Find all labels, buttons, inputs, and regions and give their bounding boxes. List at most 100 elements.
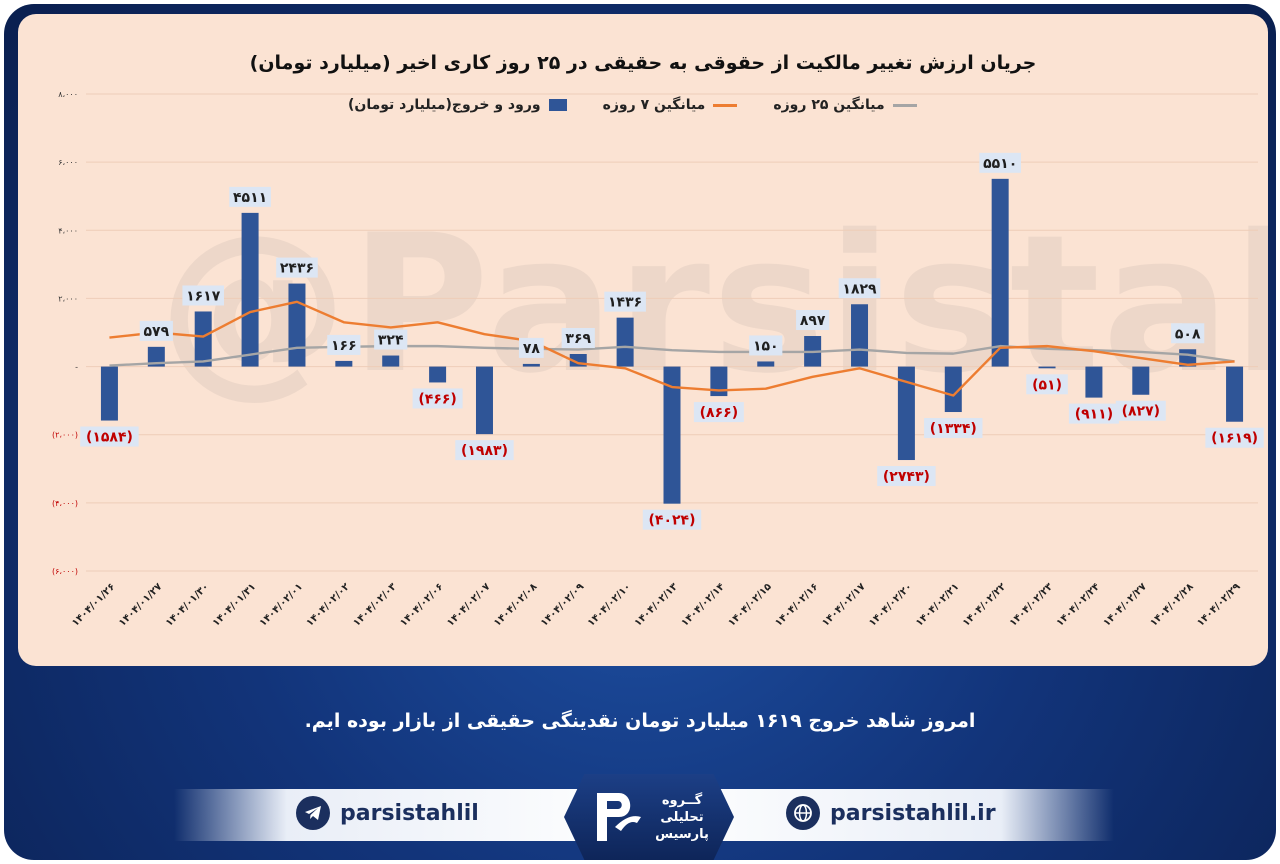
data-label: ۱۶۱۷ xyxy=(186,288,221,304)
data-label-box xyxy=(924,418,983,439)
x-tick-label: ۱۴۰۴/۰۲/۲۴ xyxy=(1055,581,1102,628)
x-tick-label: ۱۴۰۴/۰۲/۲۰ xyxy=(867,581,914,628)
data-label: ۸۹۷ xyxy=(800,313,826,329)
x-tick-label: ۱۴۰۴/۰۱/۲۷ xyxy=(117,581,164,628)
telegram-handle: parsistahlil xyxy=(340,800,479,826)
x-tick-label: ۱۴۰۴/۰۲/۲۳ xyxy=(1008,581,1055,628)
bar xyxy=(241,212,259,367)
y-tick-label: ۸،۰۰۰ xyxy=(58,90,78,99)
legend-swatch-ma7 xyxy=(713,103,738,107)
chart-legend: ورود و خروج(میلیارد تومان) میانگین ۷ روز… xyxy=(348,94,988,116)
data-label: (۸۲۷) xyxy=(1122,404,1160,420)
legend-item-ma25: میانگین ۲۵ روزه xyxy=(773,94,917,116)
bar xyxy=(194,311,212,367)
data-label: ۳۲۴ xyxy=(378,333,404,349)
x-tick-label: ۱۴۰۴/۰۲/۰۱ xyxy=(258,581,305,628)
data-label-box xyxy=(749,335,783,356)
legend-item-ma7: میانگین ۷ روزه xyxy=(603,94,738,116)
data-label-box xyxy=(1205,427,1264,448)
bar xyxy=(147,346,165,367)
x-tick-label: ۱۴۰۴/۰۱/۲۶ xyxy=(70,581,117,628)
bar xyxy=(288,283,306,367)
bar xyxy=(991,178,1009,367)
data-label: (۱۹۸۳) xyxy=(461,443,508,459)
x-tick-label: ۱۴۰۴/۰۲/۰۹ xyxy=(539,581,586,628)
y-tick-label: (۴،۰۰۰) xyxy=(52,499,78,508)
bar xyxy=(100,366,118,421)
bar xyxy=(1085,366,1103,398)
telegram-link[interactable]: parsistahlil xyxy=(296,796,479,830)
bar xyxy=(429,366,447,383)
data-label-box xyxy=(877,466,936,487)
data-label-box xyxy=(1171,323,1205,344)
bar xyxy=(522,363,540,367)
website-link[interactable]: parsistahlil.ir xyxy=(786,796,996,830)
legend-swatch-ma25 xyxy=(892,103,917,107)
legend-item-bar: ورود و خروج(میلیارد تومان) xyxy=(348,94,567,116)
data-label: ۱۵۰ xyxy=(753,338,779,354)
data-label: ۱۶۶ xyxy=(331,338,357,354)
chart-title: جریان ارزش تغییر مالکیت از حقوقی به حقیق… xyxy=(249,52,1037,74)
data-label-box xyxy=(796,310,830,331)
x-tick-label: ۱۴۰۴/۰۲/۱۵ xyxy=(726,581,773,628)
legend-label-ma25: میانگین ۲۵ روزه xyxy=(773,97,885,113)
y-tick-label: (۲،۰۰۰) xyxy=(52,431,78,440)
data-label-box xyxy=(604,291,646,312)
bar xyxy=(1226,366,1244,422)
data-label-box xyxy=(838,278,881,299)
data-label-box xyxy=(412,388,463,409)
data-label-box xyxy=(642,509,702,530)
logo-text: گــروه تحلیلی پارسیس xyxy=(655,792,709,843)
data-label: ۷۸ xyxy=(523,341,541,357)
data-label: (۲۷۴۳) xyxy=(883,469,930,485)
bar xyxy=(757,361,775,367)
bar xyxy=(616,317,634,367)
data-label: (۹۱۱) xyxy=(1075,407,1113,423)
data-label: (۵۱) xyxy=(1032,377,1062,393)
data-label: (۱۶۱۹) xyxy=(1211,431,1258,447)
chart-panel: @Parsistahlil جریان ارزش تغییر مالکیت از… xyxy=(18,14,1268,666)
brand-logo: گــروه تحلیلی پارسیس xyxy=(564,774,734,860)
data-label-box xyxy=(455,440,514,461)
bar xyxy=(382,355,400,367)
data-label-box xyxy=(1115,400,1166,421)
x-tick-label: ۱۴۰۴/۰۲/۰۷ xyxy=(445,581,492,628)
series-line-ma7 xyxy=(109,300,1235,397)
data-label: ۵۵۱۰ xyxy=(983,156,1017,172)
y-tick-label: ۲،۰۰۰ xyxy=(58,294,78,303)
bar xyxy=(851,304,869,367)
x-tick-label: ۱۴۰۴/۰۲/۰۶ xyxy=(398,581,445,628)
x-tick-label: ۱۴۰۴/۰۲/۲۷ xyxy=(1101,581,1148,628)
x-tick-label: ۱۴۰۴/۰۲/۱۷ xyxy=(820,581,867,628)
data-label: (۴۰۲۴) xyxy=(649,513,696,529)
series-line-ma25 xyxy=(109,344,1235,367)
data-label-box xyxy=(1026,374,1068,395)
x-tick-label: ۱۴۰۴/۰۲/۰۳ xyxy=(351,581,398,628)
data-label-box xyxy=(80,426,139,447)
footer-note: امروز شاهد خروج ۱۶۱۹ میلیارد تومان نقدین… xyxy=(304,710,976,732)
data-label: ۳۶۹ xyxy=(565,331,591,347)
bar xyxy=(710,366,728,397)
x-tick-label: ۱۴۰۴/۰۱/۳۰ xyxy=(164,581,211,628)
legend-swatch-bar xyxy=(548,99,567,111)
bar xyxy=(897,366,915,461)
x-tick-label: ۱۴۰۴/۰۲/۲۲ xyxy=(961,581,1008,628)
x-tick-label: ۱۴۰۴/۰۲/۲۹ xyxy=(1195,581,1242,628)
data-label: ۴۵۱۱ xyxy=(233,190,267,206)
legend-label-bar: ورود و خروج(میلیارد تومان) xyxy=(348,97,541,113)
x-tick-label: ۱۴۰۴/۰۲/۲۸ xyxy=(1148,581,1195,628)
x-tick-label: ۱۴۰۴/۰۲/۱۴ xyxy=(680,581,727,628)
x-tick-label: ۱۴۰۴/۰۲/۰۸ xyxy=(492,581,539,628)
data-label: ۱۴۳۶ xyxy=(608,295,642,311)
x-tick-label: ۱۴۰۴/۰۱/۳۱ xyxy=(211,581,258,628)
x-tick-label: ۱۴۰۴/۰۲/۰۲ xyxy=(304,581,351,628)
data-label-box xyxy=(327,334,361,355)
bar xyxy=(663,366,681,504)
data-label-box xyxy=(561,327,595,348)
x-tick-label: ۱۴۰۴/۰۲/۲۱ xyxy=(914,581,961,628)
data-label: ۲۴۳۶ xyxy=(280,261,314,277)
x-tick-label: ۱۴۰۴/۰۲/۱۳ xyxy=(633,581,680,628)
logo-line-3: پارسیس xyxy=(655,826,709,842)
y-tick-label: (۶،۰۰۰) xyxy=(52,567,78,576)
infographic-frame: @Parsistahlil جریان ارزش تغییر مالکیت از… xyxy=(4,4,1276,860)
